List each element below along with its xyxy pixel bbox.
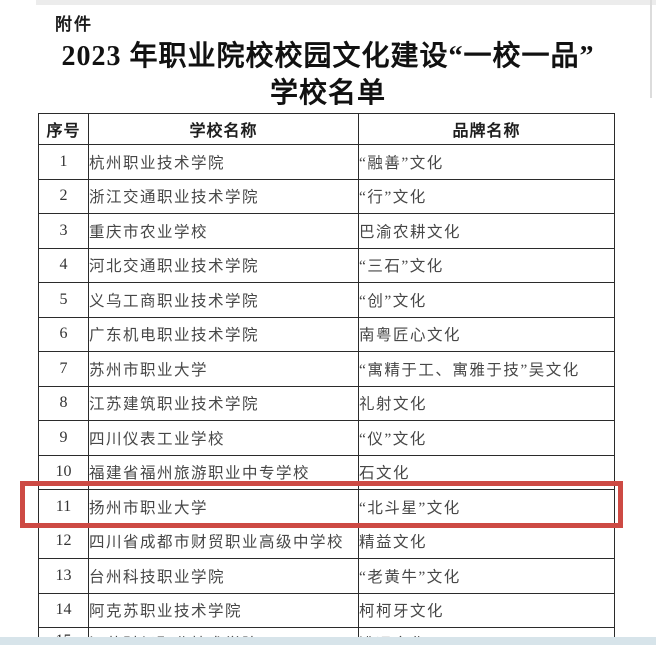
row-school-cell: 阿克苏职业技术学院 bbox=[88, 592, 359, 628]
row-index-cell: 7 bbox=[38, 351, 89, 387]
scan-top-edge bbox=[36, 0, 656, 5]
table-row: 6 广东机电职业技术学院 南粤匠心文化 bbox=[38, 316, 615, 352]
document-title: 2023 年职业院校校园文化建设“一校一品” 学校名单 bbox=[0, 38, 656, 112]
row-school-cell: 杭州职业技术学院 bbox=[88, 144, 359, 180]
table-row: 14 阿克苏职业技术学院 柯柯牙文化 bbox=[38, 592, 615, 628]
table-row-highlighted: 11 扬州市职业大学 “北斗星”文化 bbox=[38, 489, 615, 525]
table-row: 5 义乌工商职业技术学院 “创”文化 bbox=[38, 282, 615, 318]
row-index-cell: 13 bbox=[38, 558, 89, 594]
row-brand-cell: 精益文化 bbox=[358, 523, 615, 559]
row-school-cell: 四川省成都市财贸职业高级中学校 bbox=[88, 523, 359, 559]
row-index-cell: 14 bbox=[38, 592, 89, 628]
row-index-cell: 8 bbox=[38, 385, 89, 421]
row-school-cell: 重庆市农业学校 bbox=[88, 213, 359, 249]
row-school-cell: 苏州市职业大学 bbox=[88, 351, 359, 387]
table-row: 4 河北交通职业技术学院 “三石”文化 bbox=[38, 247, 615, 283]
row-school-cell: 福建省福州旅游职业中专学校 bbox=[88, 454, 359, 490]
row-index-cell: 4 bbox=[38, 247, 89, 283]
table-row: 13 台州科技职业学院 “老黄牛”文化 bbox=[38, 558, 615, 594]
row-school-cell: 四川仪表工业学校 bbox=[88, 420, 359, 456]
table-header-row: 序号 学校名称 品牌名称 bbox=[38, 113, 615, 145]
table-row: 12 四川省成都市财贸职业高级中学校 精益文化 bbox=[38, 523, 615, 559]
row-index-cell: 5 bbox=[38, 282, 89, 318]
header-index: 序号 bbox=[38, 113, 89, 145]
row-index-cell: 2 bbox=[38, 178, 89, 214]
table-row: 8 江苏建筑职业技术学院 礼射文化 bbox=[38, 385, 615, 421]
table-row: 9 四川仪表工业学校 “仪”文化 bbox=[38, 420, 615, 456]
row-brand-cell: “北斗星”文化 bbox=[358, 489, 615, 525]
row-brand-cell: “仪”文化 bbox=[358, 420, 615, 456]
row-school-cell: 广东机电职业技术学院 bbox=[88, 316, 359, 352]
row-brand-cell: “老黄牛”文化 bbox=[358, 558, 615, 594]
table-row: 7 苏州市职业大学 “寓精于工、寓雅于技”吴文化 bbox=[38, 351, 615, 387]
row-brand-cell: 礼射文化 bbox=[358, 385, 615, 421]
row-index-cell: 9 bbox=[38, 420, 89, 456]
attachment-label: 附件 bbox=[55, 15, 93, 34]
bottom-scrollbar-strip bbox=[0, 637, 656, 645]
row-index-cell: 3 bbox=[38, 213, 89, 249]
row-brand-cell: 石文化 bbox=[358, 454, 615, 490]
table-row: 10 福建省福州旅游职业中专学校 石文化 bbox=[38, 454, 615, 490]
table-row: 1 杭州职业技术学院 “融善”文化 bbox=[38, 144, 615, 180]
row-brand-cell: “创”文化 bbox=[358, 282, 615, 318]
table-row: 3 重庆市农业学校 巴渝农耕文化 bbox=[38, 213, 615, 249]
row-brand-cell: “行”文化 bbox=[358, 178, 615, 214]
row-school-cell: 台州科技职业学院 bbox=[88, 558, 359, 594]
row-school-cell: 义乌工商职业技术学院 bbox=[88, 282, 359, 318]
header-school-name: 学校名称 bbox=[88, 113, 359, 145]
row-index-cell: 11 bbox=[38, 489, 89, 525]
document-title-line1: 2023 年职业院校校园文化建设“一校一品” bbox=[61, 41, 595, 72]
row-school-cell: 河北交通职业技术学院 bbox=[88, 247, 359, 283]
row-brand-cell: 南粤匠心文化 bbox=[358, 316, 615, 352]
school-list-table: 序号 学校名称 品牌名称 1 杭州职业技术学院 “融善”文化 2 浙江交通职业技… bbox=[38, 113, 615, 645]
row-school-cell: 扬州市职业大学 bbox=[88, 489, 359, 525]
row-school-cell: 浙江交通职业技术学院 bbox=[88, 178, 359, 214]
scan-right-edge bbox=[650, 0, 652, 98]
row-index-cell: 12 bbox=[38, 523, 89, 559]
row-brand-cell: “寓精于工、寓雅于技”吴文化 bbox=[358, 351, 615, 387]
document-title-line2: 学校名单 bbox=[269, 78, 386, 109]
row-school-cell: 江苏建筑职业技术学院 bbox=[88, 385, 359, 421]
header-brand-name: 品牌名称 bbox=[358, 113, 615, 145]
row-index-cell: 1 bbox=[38, 144, 89, 180]
table-body: 1 杭州职业技术学院 “融善”文化 2 浙江交通职业技术学院 “行”文化 3 重… bbox=[38, 144, 615, 645]
row-brand-cell: 柯柯牙文化 bbox=[358, 592, 615, 628]
row-brand-cell: “融善”文化 bbox=[358, 144, 615, 180]
row-brand-cell: 巴渝农耕文化 bbox=[358, 213, 615, 249]
row-index-cell: 10 bbox=[38, 454, 89, 490]
table-row: 2 浙江交通职业技术学院 “行”文化 bbox=[38, 178, 615, 214]
row-brand-cell: “三石”文化 bbox=[358, 247, 615, 283]
row-index-cell: 6 bbox=[38, 316, 89, 352]
